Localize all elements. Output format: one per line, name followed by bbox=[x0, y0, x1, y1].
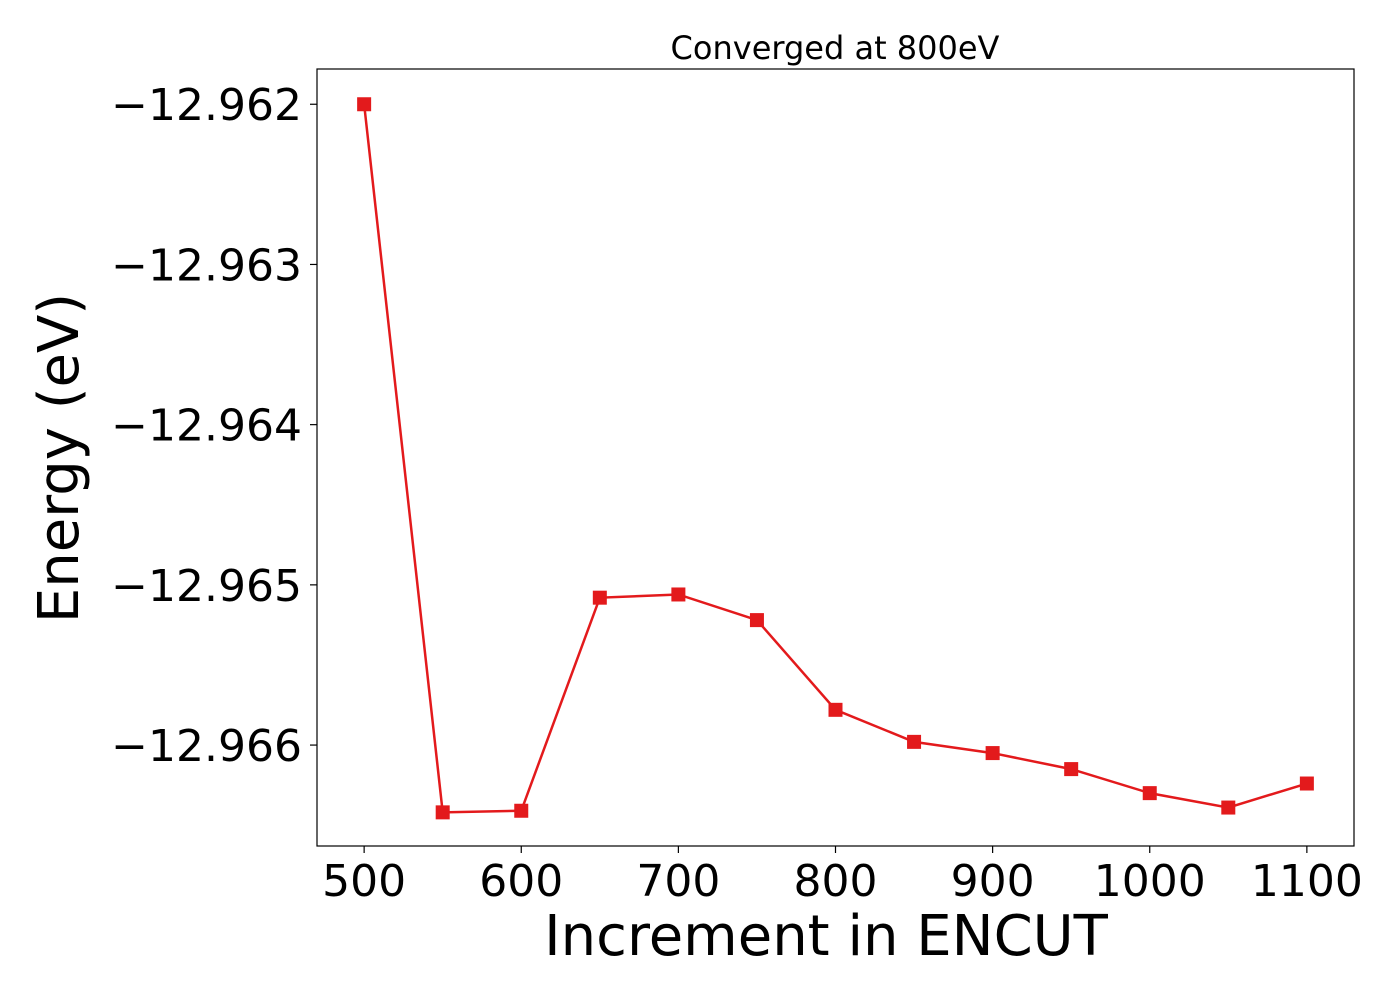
chart-title: Converged at 800eV bbox=[671, 29, 1000, 67]
y-axis-label: Energy (eV) bbox=[27, 293, 92, 623]
x-tick-label: 1000 bbox=[1094, 856, 1206, 907]
x-tick-label: 1100 bbox=[1251, 856, 1363, 907]
y-tick-label: −12.962 bbox=[111, 80, 302, 131]
x-tick-label: 900 bbox=[951, 856, 1035, 907]
data-point bbox=[828, 702, 843, 717]
data-point bbox=[1064, 762, 1079, 777]
data-point bbox=[671, 587, 686, 602]
y-tick-label: −12.965 bbox=[111, 561, 302, 612]
plot-background bbox=[317, 69, 1354, 846]
data-point bbox=[514, 803, 529, 818]
data-point bbox=[435, 805, 450, 820]
data-point bbox=[1221, 800, 1236, 815]
x-axis-label: Increment in ENCUT bbox=[544, 904, 1109, 969]
data-point bbox=[907, 734, 922, 749]
y-axis-ticks: −12.962 −12.963 −12.964 −12.965 −12.966 bbox=[111, 80, 317, 772]
data-point bbox=[357, 97, 372, 112]
data-point bbox=[985, 746, 1000, 761]
plot-frame bbox=[316, 68, 1355, 847]
data-point bbox=[1142, 786, 1157, 801]
data-point bbox=[592, 590, 607, 605]
x-tick-label: 500 bbox=[322, 856, 406, 907]
x-axis-ticks: 500 600 700 800 900 1000 1100 bbox=[322, 846, 1363, 907]
y-tick-label: −12.964 bbox=[111, 401, 302, 452]
series-markers bbox=[357, 97, 1314, 820]
x-tick-label: 800 bbox=[794, 856, 878, 907]
y-tick-label: −12.966 bbox=[111, 721, 302, 772]
data-point bbox=[749, 613, 764, 628]
data-point bbox=[1299, 776, 1314, 791]
x-tick-label: 700 bbox=[636, 856, 720, 907]
x-tick-label: 600 bbox=[479, 856, 563, 907]
y-tick-label: −12.963 bbox=[111, 240, 302, 291]
